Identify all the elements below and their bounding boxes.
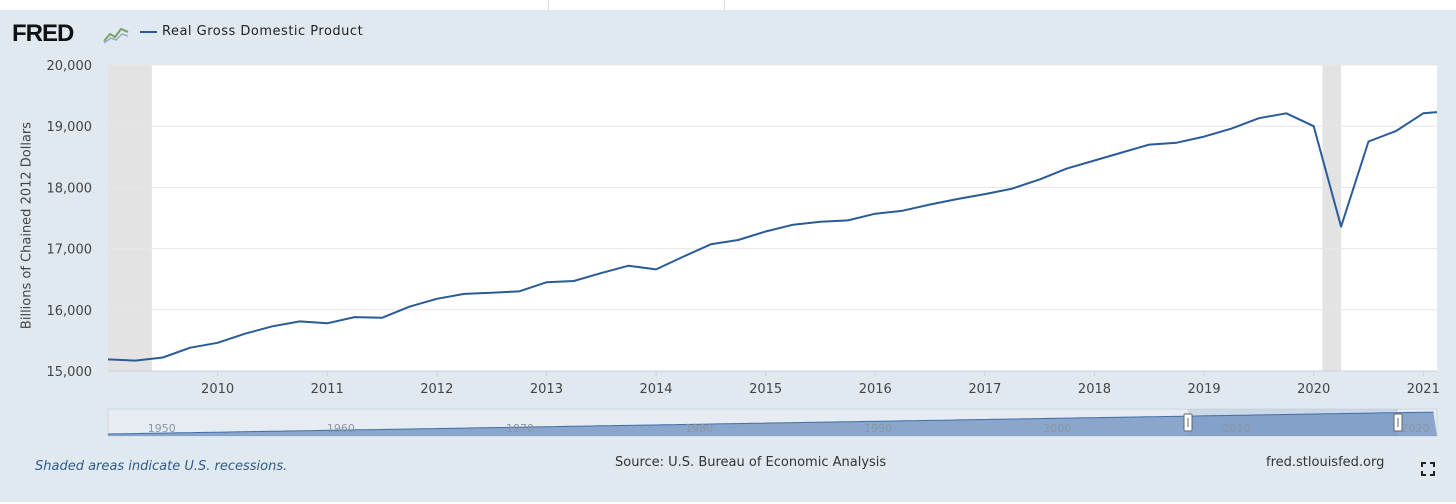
x-tick-label: 2018 bbox=[1078, 382, 1111, 397]
x-tick-label: 2017 bbox=[968, 382, 1001, 397]
x-tick-label: 2012 bbox=[420, 382, 453, 397]
legend-label: Real Gross Domestic Product bbox=[162, 24, 364, 39]
legend-swatch bbox=[140, 30, 157, 33]
fullscreen-icon[interactable] bbox=[1421, 462, 1435, 476]
navigator-year-label: 1960 bbox=[327, 422, 355, 435]
navigator-series-line bbox=[107, 411, 1434, 435]
fred-logo[interactable]: FRED bbox=[12, 20, 74, 47]
navigator-year-label: 1990 bbox=[864, 422, 892, 435]
tab-divider bbox=[724, 0, 725, 10]
recession-band bbox=[1322, 65, 1342, 371]
navigator-series-area bbox=[108, 412, 1437, 436]
x-tick-label: 2019 bbox=[1188, 382, 1221, 397]
navigator-year-label: 2000 bbox=[1043, 422, 1071, 435]
data-source: Source: U.S. Bureau of Economic Analysis bbox=[615, 455, 887, 470]
x-tick-label: 2014 bbox=[639, 382, 672, 397]
navigator-year-label: 2010 bbox=[1222, 422, 1250, 435]
y-tick-label: 20,000 bbox=[47, 59, 93, 74]
x-tick-label: 2013 bbox=[530, 382, 563, 397]
x-tick-label: 2021 bbox=[1407, 382, 1440, 397]
tab-divider bbox=[548, 0, 549, 10]
x-tick-label: 2020 bbox=[1297, 382, 1330, 397]
recession-note: Shaded areas indicate U.S. recessions. bbox=[35, 459, 288, 474]
x-tick-label: 2016 bbox=[859, 382, 892, 397]
y-tick-label: 15,000 bbox=[47, 365, 93, 380]
y-tick-label: 19,000 bbox=[47, 120, 93, 135]
gdp-series-line bbox=[107, 111, 1438, 362]
chart-legend[interactable]: Real Gross Domestic Product bbox=[140, 24, 363, 39]
y-tick-label: 16,000 bbox=[47, 304, 93, 319]
y-tick-label: 18,000 bbox=[47, 181, 93, 196]
recession-band bbox=[108, 65, 152, 371]
fred-line-chart-icon bbox=[103, 24, 129, 44]
x-tick-label: 2011 bbox=[311, 382, 344, 397]
y-tick-label: 17,000 bbox=[47, 243, 93, 258]
x-tick-label: 2015 bbox=[749, 382, 782, 397]
navigator-year-label: 2020 bbox=[1402, 422, 1430, 435]
navigator-year-label: 1970 bbox=[506, 422, 534, 435]
top-strip bbox=[0, 0, 1456, 10]
fred-url-link[interactable]: fred.stlouisfed.org bbox=[1266, 455, 1385, 470]
navigator-year-label: 1950 bbox=[148, 422, 176, 435]
x-tick-label: 2010 bbox=[201, 382, 234, 397]
navigator-year-label: 1980 bbox=[685, 422, 713, 435]
plot-area bbox=[108, 65, 1437, 371]
